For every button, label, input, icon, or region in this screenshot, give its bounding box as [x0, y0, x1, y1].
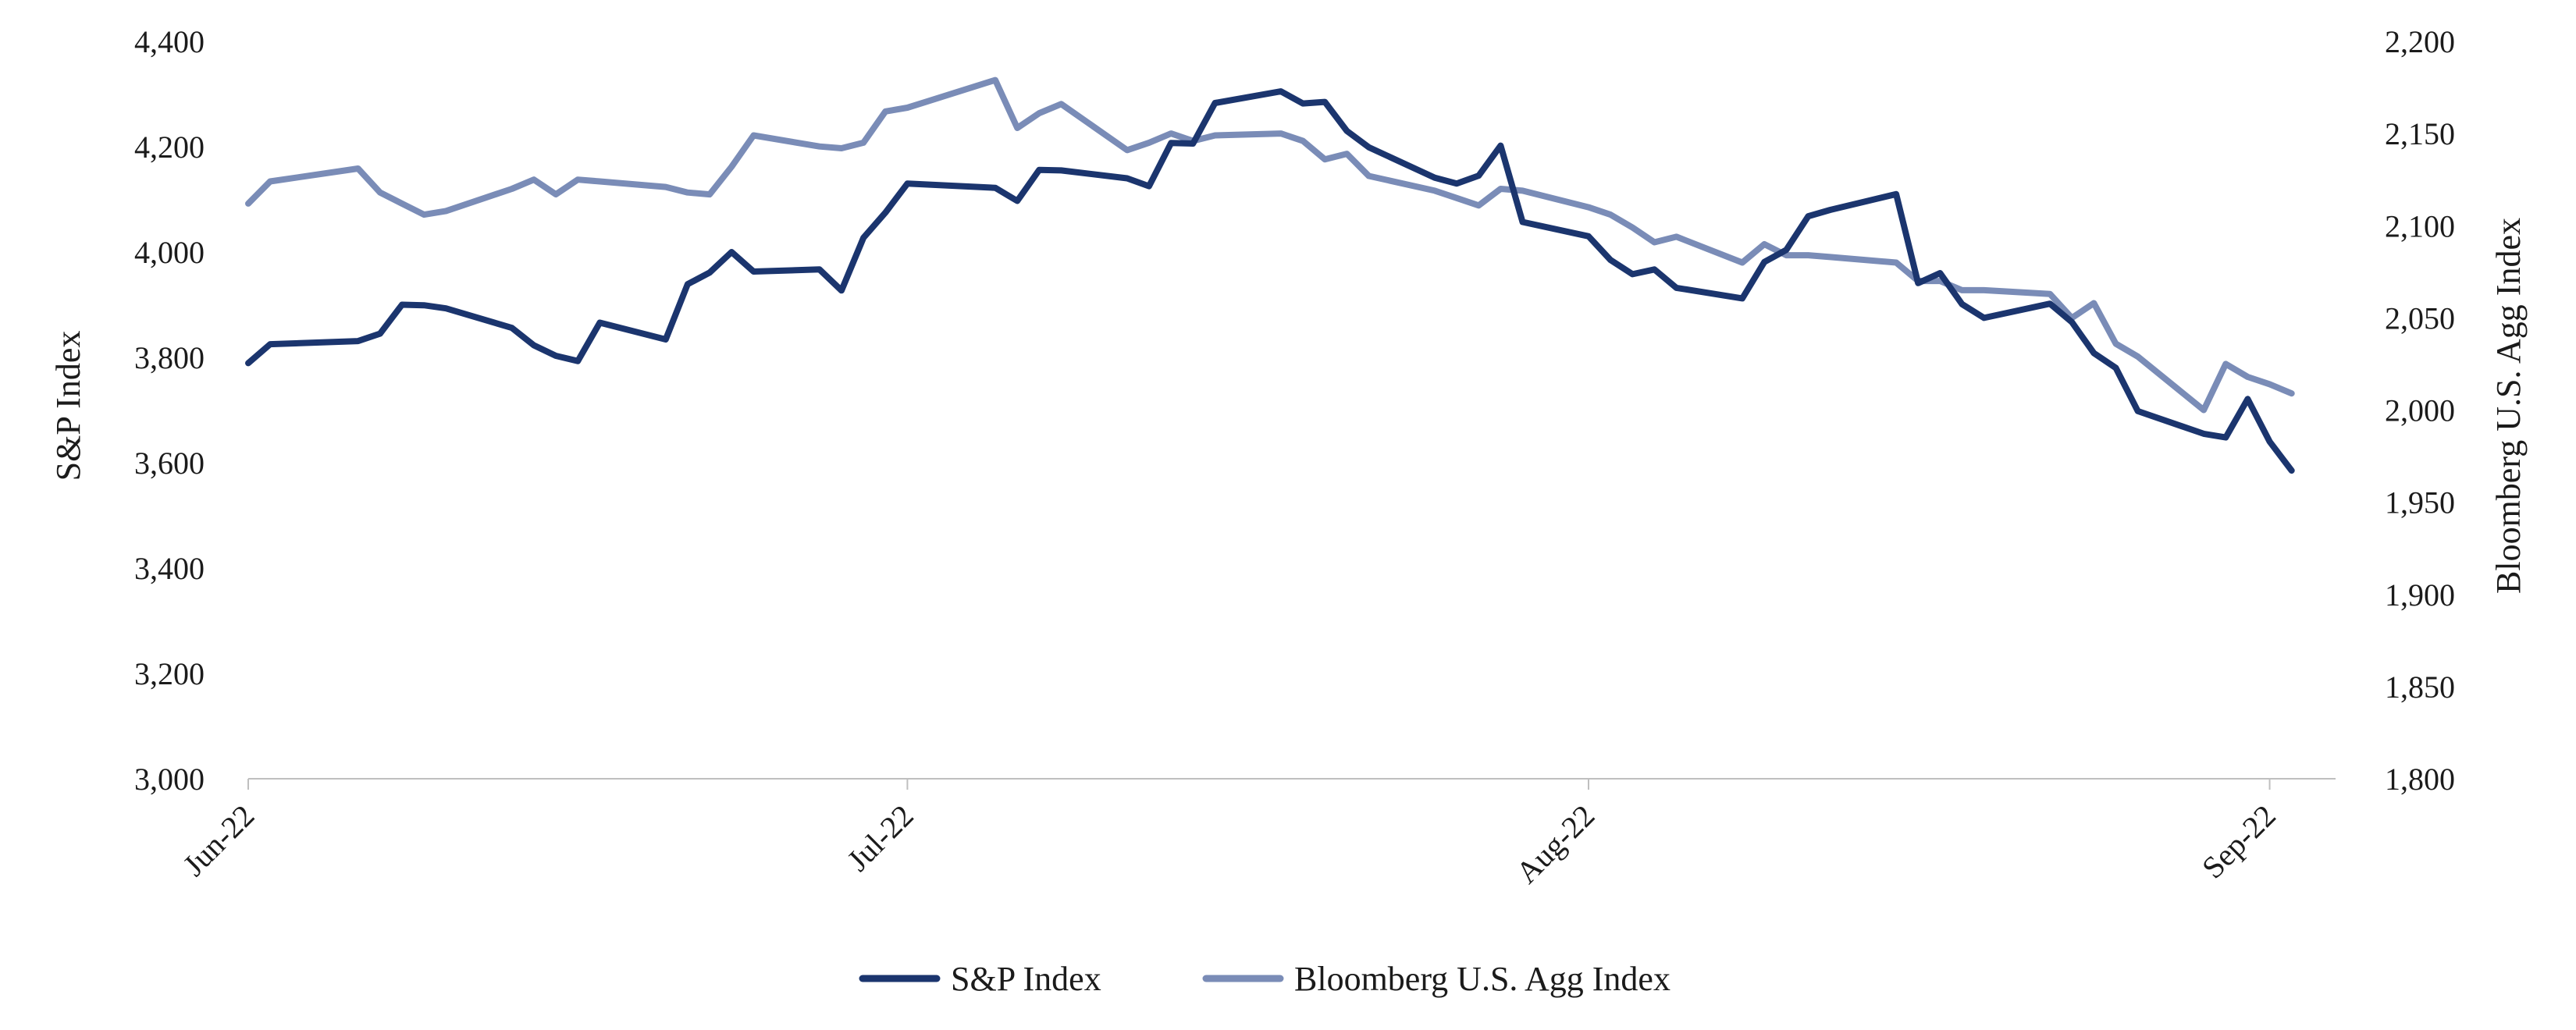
legend: S&P Index Bloomberg U.S. Agg Index — [859, 960, 1670, 998]
right-y-tick-label: 1,900 — [2385, 577, 2455, 613]
right-y-tick-label: 1,850 — [2385, 670, 2455, 705]
left-axis-title: S&P Index — [49, 331, 87, 481]
left-y-tick-label: 4,200 — [134, 130, 205, 165]
left-y-tick-label: 3,800 — [134, 340, 205, 375]
legend-label-sp-index: S&P Index — [951, 960, 1101, 998]
left-y-tick-label: 3,200 — [134, 656, 205, 691]
right-axis-title: Bloomberg U.S. Agg Index — [2489, 218, 2528, 594]
plot-area — [245, 76, 2295, 474]
right-y-axis: 1,800 1,850 1,900 1,950 2,000 2,050 2,100 2,150… — [2385, 24, 2455, 797]
left-y-axis: 3,000 3,200 3,400 3,600 3,800 4,000 4,200 4,400 — [134, 24, 205, 797]
x-tick-label: Jul-22 — [840, 798, 920, 879]
right-y-tick-label: 2,050 — [2385, 300, 2455, 336]
legend-label-bloomberg-agg-index: Bloomberg U.S. Agg Index — [1294, 960, 1670, 998]
left-y-tick-label: 4,400 — [134, 24, 205, 59]
x-tick-label: Aug-22 — [1509, 798, 1601, 890]
right-y-tick-label: 2,200 — [2385, 24, 2455, 59]
bloomberg-agg-index-line — [245, 76, 2295, 414]
right-y-tick-label: 1,950 — [2385, 485, 2455, 520]
right-y-tick-label: 1,800 — [2385, 762, 2455, 797]
x-axis: Jun-22 Jul-22 Aug-22 Sep-22 — [176, 778, 2336, 890]
left-y-tick-label: 3,400 — [134, 551, 205, 586]
left-y-tick-label: 3,600 — [134, 446, 205, 481]
right-y-tick-label: 2,000 — [2385, 393, 2455, 428]
x-tick-label: Sep-22 — [2195, 798, 2282, 886]
sp-index-line — [245, 88, 2295, 474]
left-y-tick-label: 4,000 — [134, 235, 205, 270]
right-y-tick-label: 2,150 — [2385, 116, 2455, 151]
x-tick-label: Jun-22 — [176, 798, 262, 883]
right-y-tick-label: 2,100 — [2385, 208, 2455, 243]
left-y-tick-label: 3,000 — [134, 762, 205, 797]
